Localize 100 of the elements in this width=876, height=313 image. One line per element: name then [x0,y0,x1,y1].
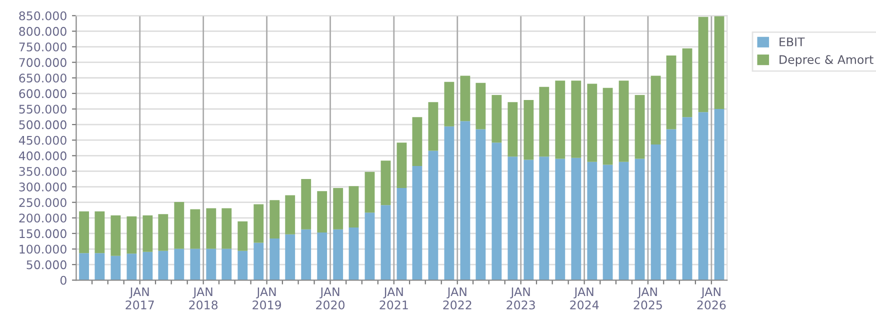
bar [94,253,105,280]
y-tick-label: 50.000 [26,260,66,270]
y-tick-label: 500.000 [19,120,66,130]
bar [206,208,216,249]
bar [539,86,550,157]
bar [428,150,438,280]
bar [79,253,89,280]
x-tick-label: JAN 2022 [443,287,472,310]
bar [492,142,502,280]
y-tick-label: 150.000 [20,229,66,238]
bar [317,232,328,280]
bar [618,162,629,280]
bar [270,200,280,238]
bar [94,211,105,254]
bar [714,16,724,109]
bar [126,254,137,280]
bar [444,126,454,280]
bar [222,208,232,249]
bar [348,186,359,228]
y-tick-label: 100.000 [20,244,66,254]
bar [571,158,582,280]
bar [380,160,391,206]
bar [333,229,344,280]
x-tick-label: JAN 2025 [634,287,662,310]
bar [364,172,375,213]
bar [714,109,724,280]
y-tick-label: 250.000 [19,198,66,207]
bar [444,82,454,126]
bar [317,191,328,233]
bar [682,48,692,118]
x-tick-label: JAN 2021 [380,287,408,310]
bar [634,94,645,159]
bar [190,209,200,249]
bar [508,102,518,157]
bar [571,80,582,158]
y-tick-label: 750.000 [19,42,66,52]
bar [460,121,470,280]
y-tick-label: 400.000 [18,151,66,160]
bar [666,129,676,280]
bar [412,166,422,280]
bar [238,250,248,280]
bar [254,204,264,243]
bar [126,216,137,254]
y-tick-label: 0 [60,276,66,285]
bar [79,211,89,254]
bar [476,129,486,280]
bar [110,256,121,280]
y-tick-label: 650.000 [19,74,66,83]
bar [254,242,264,280]
bar [492,94,502,143]
y-tick-label: 700.000 [19,58,66,67]
bar [428,102,438,151]
x-tick-label: JAN 2017 [126,287,154,310]
bar [222,248,232,280]
bar [270,238,280,280]
x-tick-label: JAN 2018 [189,287,218,310]
bar [634,158,645,280]
y-tick-label: 450.000 [18,136,66,145]
y-tick-label: 800.000 [19,26,66,36]
bar [618,80,629,162]
bar [174,202,184,249]
bar [333,188,344,230]
bar [524,100,534,160]
bar [650,76,661,144]
bar [110,215,121,256]
bar [460,76,470,122]
y-tick-label: 350.000 [19,166,66,176]
bar [190,248,200,280]
bar [698,16,708,112]
bar [158,250,168,280]
bar [555,158,566,280]
bar [396,188,407,280]
bar [396,142,407,188]
bar [602,88,613,165]
bar [666,55,676,130]
y-tick-label: 850.000 [19,11,66,20]
x-tick-label: JAN 2024 [570,287,599,310]
bar [412,117,422,166]
x-tick-label: JAN 2019 [252,287,281,310]
bar [650,144,661,280]
bar [301,179,312,230]
bar [142,215,153,252]
bar [174,248,184,280]
bar [682,117,692,280]
legend-label: Deprec & Amort [780,55,874,66]
bar [508,156,518,280]
y-tick-label: 200.000 [19,214,66,223]
bar [698,112,708,280]
x-tick-label: JAN 2023 [506,287,535,310]
bar [524,160,534,280]
y-tick-label: 550.000 [19,104,66,114]
bar [587,162,598,280]
bar [142,252,153,280]
bar [476,82,486,130]
y-tick-label: 300.000 [19,182,66,192]
x-tick-label: JAN 2020 [316,287,344,310]
bar [206,248,216,280]
bar [285,195,296,234]
y-tick-label: 600.000 [19,89,66,98]
bar [380,205,391,280]
